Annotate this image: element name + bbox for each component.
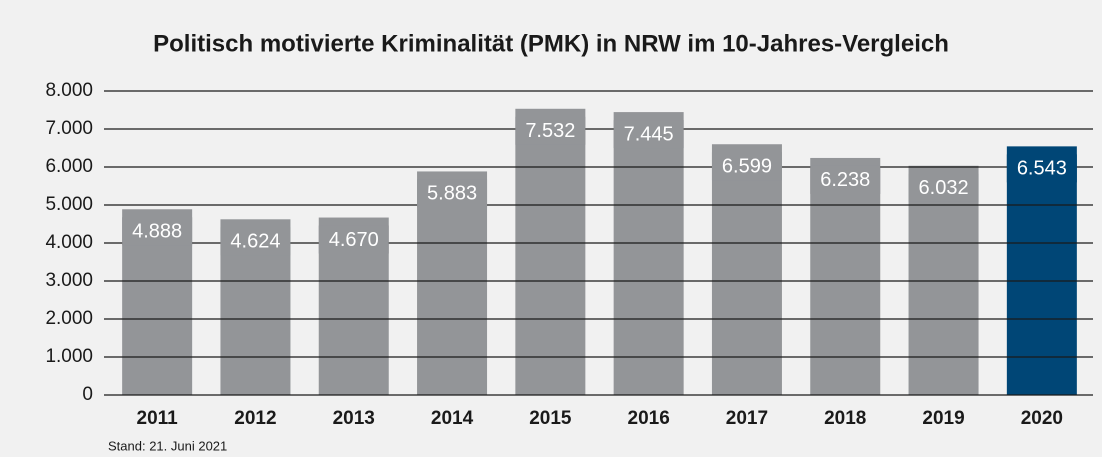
- value-label: 6.599: [722, 156, 772, 178]
- value-label-bg: [122, 217, 193, 246]
- y-tick-label: 2.000: [45, 308, 93, 329]
- y-tick-label: 4.000: [45, 232, 93, 253]
- x-tick-label: 2011: [137, 408, 179, 429]
- value-label-bg: [613, 120, 684, 149]
- x-tick-label: 2014: [431, 408, 474, 429]
- value-label: 7.532: [525, 120, 575, 142]
- y-tick-label: 8.000: [45, 80, 93, 101]
- value-label-bg: [711, 152, 782, 181]
- bar: [1006, 146, 1077, 395]
- y-tick-label: 3.000: [45, 270, 93, 291]
- note: Stand: 21. Juni 2021: [108, 438, 227, 453]
- bar: [613, 112, 684, 395]
- value-label: 4.624: [230, 231, 280, 253]
- value-label: 5.883: [427, 183, 477, 205]
- y-tick-label: 5.000: [45, 194, 93, 215]
- value-label-bg: [515, 116, 586, 145]
- value-label: 6.032: [919, 177, 969, 199]
- value-label-bg: [810, 165, 881, 194]
- bar: [810, 157, 881, 395]
- bar: [711, 144, 782, 395]
- x-tick-label: 2018: [824, 408, 866, 429]
- y-tick-label: 7.000: [45, 118, 93, 139]
- bar: [417, 171, 488, 395]
- x-tick-label: 2012: [234, 408, 276, 429]
- chart-title: Politisch motivierte Kriminalität (PMK) …: [153, 30, 949, 57]
- bar: [515, 108, 586, 395]
- value-label: 4.888: [132, 221, 182, 243]
- value-label-bg: [220, 227, 291, 256]
- value-label-bg: [908, 173, 979, 202]
- x-tick-label: 2019: [922, 408, 964, 429]
- x-tick-label: 2013: [333, 408, 375, 429]
- x-tick-label: 2020: [1021, 408, 1063, 429]
- value-label: 4.670: [329, 229, 379, 251]
- value-label-bg: [417, 179, 488, 208]
- y-tick-label: 6.000: [45, 156, 93, 177]
- y-tick-label: 0: [82, 384, 93, 405]
- value-label-bg: [1006, 154, 1077, 183]
- value-label: 6.238: [820, 169, 870, 191]
- value-label: 6.543: [1017, 158, 1067, 180]
- value-label: 7.445: [624, 123, 674, 145]
- x-tick-label: 2017: [726, 408, 768, 429]
- value-label-bg: [318, 225, 389, 254]
- x-tick-label: 2015: [529, 408, 572, 429]
- y-tick-label: 1.000: [45, 346, 93, 367]
- x-tick-label: 2016: [628, 408, 670, 429]
